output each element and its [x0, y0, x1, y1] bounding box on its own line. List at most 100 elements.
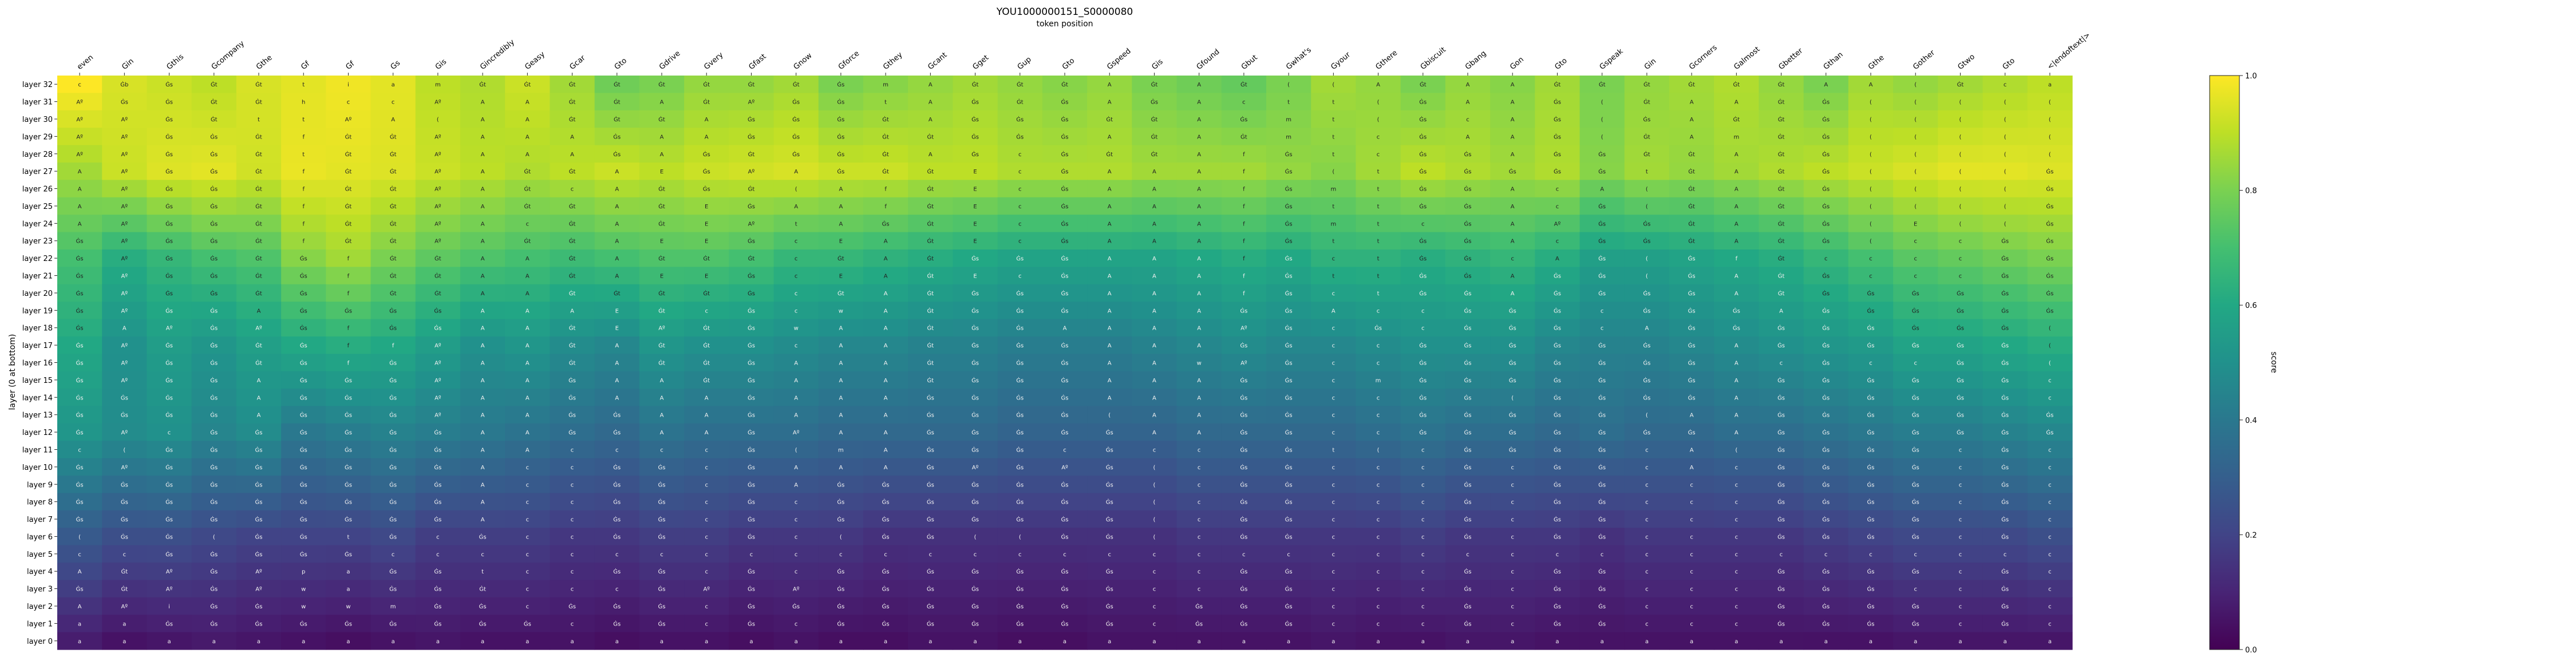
heatmap-cell	[147, 597, 192, 615]
heatmap-cell	[415, 284, 461, 302]
heatmap-cell-label: Ġs	[1912, 481, 1919, 488]
heatmap-cell	[1356, 597, 1401, 615]
heatmap-cell-label: a	[1511, 639, 1514, 645]
heatmap-cell	[57, 545, 102, 563]
heatmap-cell	[1848, 441, 1894, 459]
heatmap-cell	[1759, 580, 1804, 598]
heatmap-cell-label: Ġs	[927, 411, 934, 419]
heatmap-cell-label: c	[436, 534, 440, 540]
heatmap-cell	[1669, 249, 1714, 267]
heatmap-cell	[1624, 110, 1670, 128]
heatmap-cell	[1714, 545, 1760, 563]
heatmap-cell	[1176, 545, 1222, 563]
heatmap-cell-label: (	[2049, 361, 2051, 367]
heatmap-cell	[1982, 145, 2028, 163]
heatmap-cell	[1266, 93, 1311, 111]
y-tick-label: layer 15	[22, 377, 53, 385]
heatmap-cell	[102, 423, 148, 441]
heatmap-cell-label: Ġs	[1822, 394, 1830, 401]
heatmap-cell	[1087, 284, 1132, 302]
heatmap-cell	[1221, 476, 1267, 494]
heatmap-cell	[415, 197, 461, 215]
heatmap-cell	[1221, 528, 1267, 546]
heatmap-cell	[1848, 180, 1894, 198]
heatmap-cell	[415, 76, 461, 93]
heatmap-cell	[729, 389, 775, 407]
heatmap-cell	[236, 354, 282, 372]
heatmap-cell-label: Ġt	[434, 255, 441, 262]
heatmap-cell	[2027, 354, 2073, 372]
heatmap-cell	[370, 128, 416, 146]
heatmap-cell	[1669, 528, 1714, 546]
heatmap-cell	[684, 597, 729, 615]
heatmap-cell-label: A	[257, 413, 261, 419]
heatmap-cell-label: Ġs	[1240, 481, 1247, 488]
heatmap-cell-label: Ġs	[1777, 342, 1785, 349]
heatmap-cell-label: Ġs	[2001, 585, 2009, 593]
heatmap-cell	[1759, 197, 1804, 215]
heatmap-cell-label: c	[1601, 308, 1604, 314]
heatmap-cell-label: c	[1511, 517, 1514, 523]
heatmap-cell-label: A	[1152, 274, 1156, 280]
heatmap-cell	[639, 162, 685, 180]
heatmap-cell-label: Ġs	[1106, 603, 1113, 610]
heatmap-cell-label: E	[973, 239, 977, 245]
heatmap-cell-label: Ġs	[1061, 133, 1069, 140]
heatmap-cell	[1356, 180, 1401, 198]
heatmap-cell	[57, 215, 102, 233]
heatmap-cell-label: c	[78, 82, 81, 88]
heatmap-cell-label: A	[839, 413, 843, 419]
heatmap-cell-label: Ġs	[2001, 272, 2009, 280]
heatmap-cell-label: Aº	[434, 221, 441, 227]
heatmap-cell-label: Ġs	[1688, 272, 1696, 280]
heatmap-cell-label: Ġs	[971, 116, 979, 123]
heatmap-cell-label: Ġt	[837, 290, 844, 297]
heatmap-cell-label: Ġs	[2046, 429, 2053, 436]
heatmap-cell-label: Aº	[972, 465, 979, 471]
heatmap-cell-label: Ġs	[1419, 377, 1427, 384]
heatmap-cell	[326, 128, 372, 146]
heatmap-cell	[57, 597, 102, 615]
heatmap-cell	[326, 545, 372, 563]
heatmap-cell-label: Ġs	[1957, 324, 1964, 332]
heatmap-cell	[1579, 319, 1625, 337]
heatmap-cell-label: c	[1959, 447, 1962, 453]
heatmap-cell-label: Ġs	[300, 255, 307, 262]
heatmap-cell-label: Ġs	[1016, 481, 1024, 488]
heatmap-cell	[236, 545, 282, 563]
heatmap-cell	[191, 615, 237, 633]
heatmap-cell	[460, 545, 505, 563]
heatmap-cell	[460, 580, 505, 598]
heatmap-cell-label: Ġs	[971, 620, 979, 627]
heatmap-cell-label: Ġs	[389, 568, 397, 575]
heatmap-cell	[550, 319, 595, 337]
heatmap-cell-label: Ġs	[1643, 342, 1650, 349]
heatmap-cell-label: (	[1870, 239, 1872, 245]
heatmap-cell-label: Ġs	[658, 568, 666, 575]
heatmap-cell	[1579, 76, 1625, 93]
heatmap-cell	[57, 510, 102, 528]
heatmap-cell-label: Ġs	[479, 533, 487, 540]
heatmap-cell	[1400, 249, 1446, 267]
y-tick-label: layer 10	[22, 464, 53, 472]
heatmap-cell-label: (	[1959, 117, 1961, 123]
heatmap-cell-label: A	[1735, 361, 1739, 367]
heatmap-cell	[594, 632, 640, 650]
heatmap-cell-label: Ġs	[927, 498, 934, 506]
heatmap-cell-label: c	[1556, 552, 1559, 558]
heatmap-cell	[236, 336, 282, 354]
heatmap-cell-label: c	[1332, 552, 1336, 558]
heatmap-cell	[953, 389, 998, 407]
heatmap-cell-label: Ġt	[255, 220, 262, 227]
heatmap-cell-label: Ġs	[792, 133, 800, 140]
heatmap-cell-label: A	[884, 413, 888, 419]
heatmap-cell	[370, 162, 416, 180]
heatmap-cell-label: c	[1018, 187, 1022, 193]
heatmap-cell-label: Ġs	[300, 394, 307, 401]
heatmap-cell	[1535, 128, 1581, 146]
heatmap-cell-label: c	[2048, 534, 2052, 540]
heatmap-cell	[953, 319, 998, 337]
heatmap-cell	[57, 336, 102, 354]
heatmap-cell-label: Ġs	[345, 307, 352, 314]
heatmap-cell-label: A	[481, 274, 485, 280]
